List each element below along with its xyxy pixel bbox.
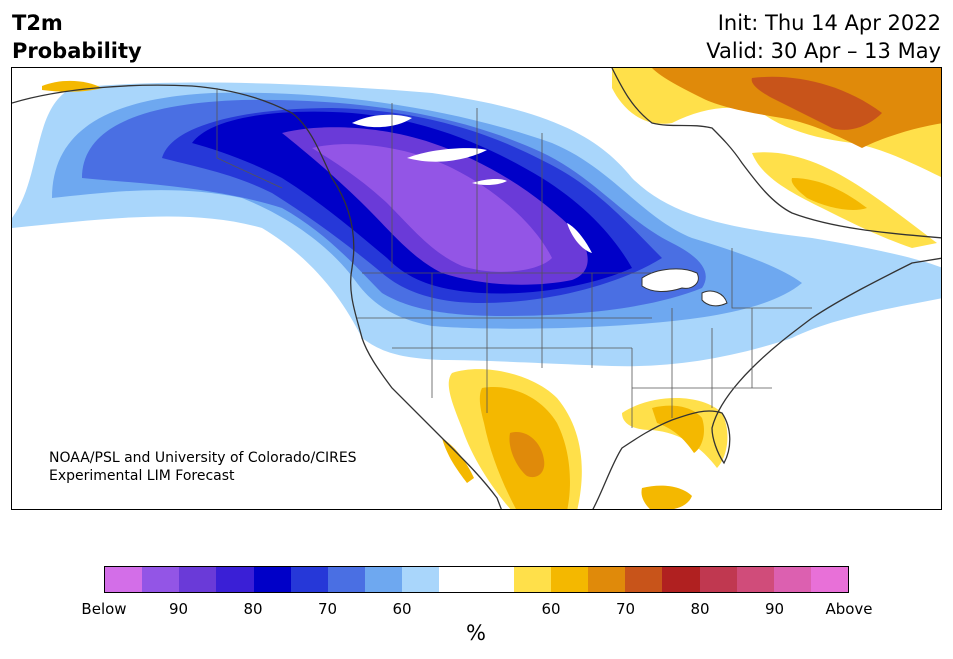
colorbar-segment [327,567,366,592]
colorbar-segment [402,567,440,592]
colorbar-segment [550,567,589,592]
colorbar-segment [179,567,217,592]
above-band-labrador-mid [791,178,867,210]
above-band-baja [442,438,474,483]
colorbar-segment [588,567,626,592]
colorbar-tick-label: 60 [392,600,412,618]
product-label: Probability [12,39,142,63]
colorbar-segment [513,567,551,592]
colorbar-segment [699,567,737,592]
colorbar-segment [439,567,477,592]
init-date: Init: Thu 14 Apr 2022 [717,11,941,35]
above-band-southeast [622,398,728,468]
colorbar-segment [662,567,700,592]
map-panel [11,67,942,510]
colorbar-tick-label: 90 [168,600,189,618]
colorbar-tick-label: 70 [615,600,636,618]
coastlines [12,68,941,509]
above-band-caribbean [641,485,692,509]
credit-line-1: NOAA/PSL and University of Colorado/CIRE… [49,450,357,466]
colorbar-unit: % [466,621,486,645]
political-borders [216,88,812,428]
colorbar-segment [216,567,254,592]
above-band-southwest-core [509,432,545,478]
chart-title: T2m Probability [12,9,142,65]
colorbar-tick-label: Above [825,600,873,618]
colorbar-segment [253,567,291,592]
colorbar-tick-label: 70 [317,600,338,618]
colorbar-segment [142,567,180,592]
colorbar-tick-label: 60 [541,600,561,618]
above-band-greenland-core [751,76,882,130]
colorbar-tick-label: 90 [764,600,785,618]
credit-text: NOAA/PSL and University of Colorado/CIRE… [49,449,357,485]
probability-map [12,68,941,509]
forecast-dates: Init: Thu 14 Apr 2022 Valid: 30 Apr – 13… [706,9,941,65]
colorbar-tick-label: 80 [690,600,710,618]
colorbar-tick-label: 80 [243,600,263,618]
colorbar-segment [736,567,774,592]
colorbar-segment [773,567,811,592]
variable-label: T2m [12,11,63,35]
great-lakes [641,268,728,307]
colorbar-segment [290,567,328,592]
colorbar-tick-label: Below [81,600,127,618]
valid-range: Valid: 30 Apr – 13 May [706,39,941,63]
colorbar [104,566,849,593]
colorbar-segment [365,567,403,592]
colorbar-segment [810,567,849,592]
below-band-core [312,144,552,272]
colorbar-segment [625,567,663,592]
above-band-southeast-mid [652,405,705,453]
credit-line-2: Experimental LIM Forecast [49,468,235,484]
colorbar-segment [105,567,143,592]
colorbar-segment [476,567,514,592]
